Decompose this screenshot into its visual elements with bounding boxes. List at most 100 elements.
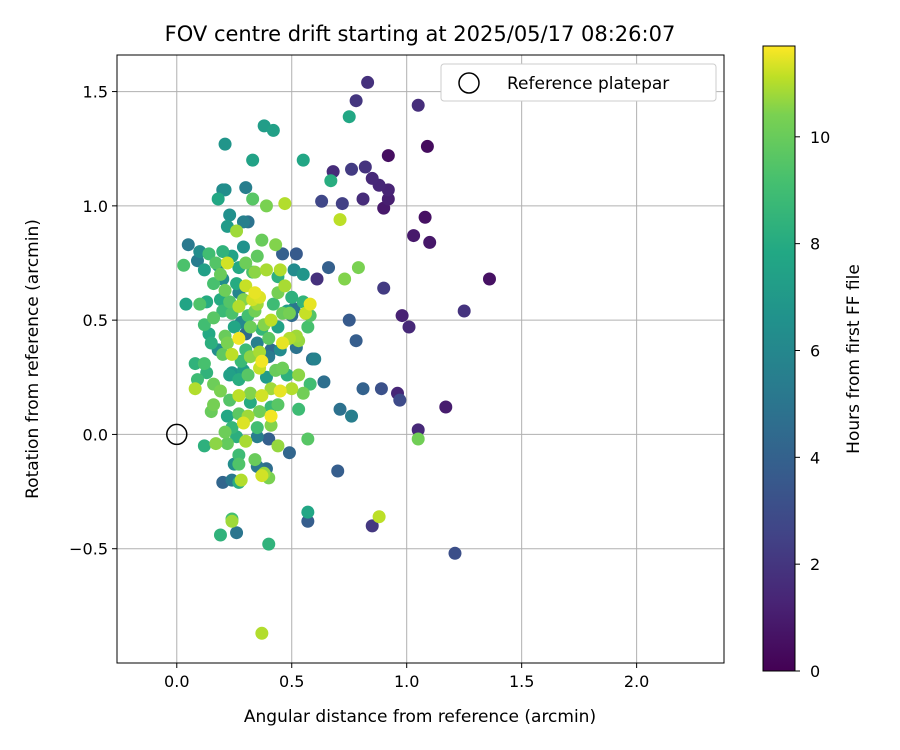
scatter-point xyxy=(262,331,276,345)
scatter-point xyxy=(188,357,202,371)
scatter-point xyxy=(197,439,211,453)
scatter-point xyxy=(255,389,269,403)
scatter-point xyxy=(308,352,322,366)
scatter-point xyxy=(209,256,223,270)
y-tick-label: 1.5 xyxy=(83,83,108,102)
x-tick-label: 1.5 xyxy=(509,672,534,691)
colorbar-tick-label: 10 xyxy=(810,128,830,147)
colorbar-frame xyxy=(762,45,796,672)
scatter-point xyxy=(220,437,234,451)
scatter-point xyxy=(250,249,264,263)
scatter-point xyxy=(197,318,211,332)
chart-title: FOV centre drift starting at 2025/05/17 … xyxy=(165,22,676,46)
scatter-point xyxy=(317,375,331,389)
scatter-point xyxy=(253,405,267,419)
scatter-point xyxy=(315,194,329,208)
scatter-point xyxy=(246,153,260,167)
scatter-point xyxy=(197,357,211,371)
scatter-point xyxy=(248,453,262,467)
scatter-point xyxy=(301,505,315,519)
scatter-point xyxy=(264,313,278,327)
scatter-point xyxy=(255,626,269,640)
x-axis-ticks: 0.0 0.5 1.0 1.5 2.0 xyxy=(164,663,649,691)
scatter-point xyxy=(395,309,409,323)
scatter-point xyxy=(243,386,257,400)
scatter-point xyxy=(285,382,299,396)
y-tick-label: −0.5 xyxy=(69,540,108,559)
colorbar-tick-label: 2 xyxy=(810,555,820,574)
scatter-point xyxy=(213,528,227,542)
scatter-point xyxy=(377,281,391,295)
y-axis-ticks: −0.5 0.0 0.5 1.0 1.5 xyxy=(69,83,117,559)
scatter-point xyxy=(356,382,370,396)
scatter-point xyxy=(259,370,273,384)
scatter-point xyxy=(179,297,193,311)
scatter-point xyxy=(402,320,416,334)
colorbar-tick-label: 0 xyxy=(810,662,820,681)
reference-platepar-marker xyxy=(166,423,188,446)
scatter-point xyxy=(248,286,262,300)
scatter-point xyxy=(193,297,207,311)
plot-area: 0.0 0.5 1.0 1.5 2.0 −0.5 0.0 0.5 1.0 1.5 Referen… xyxy=(69,54,725,691)
scatter-point xyxy=(262,432,276,446)
scatter-point xyxy=(269,238,283,252)
scatter-point xyxy=(213,267,227,281)
scatter-point xyxy=(349,94,363,108)
scatter-point xyxy=(220,336,234,350)
colorbar: 0 2 4 6 8 10 Hours from first FF file xyxy=(762,45,864,681)
scatter-point xyxy=(457,304,471,318)
scatter-point xyxy=(278,279,292,293)
scatter-point xyxy=(301,432,315,446)
scatter-point xyxy=(207,277,221,291)
scatter-point xyxy=(223,208,237,222)
scatter-point xyxy=(365,519,379,533)
x-tick-label: 1.0 xyxy=(394,672,419,691)
scatter-point xyxy=(276,336,290,350)
scatter-point xyxy=(296,267,310,281)
scatter-point xyxy=(289,247,303,261)
scatter-point xyxy=(236,416,250,430)
scatter-point xyxy=(230,526,244,540)
scatter-point xyxy=(333,213,347,227)
scatter-point xyxy=(218,283,232,297)
scatter-point xyxy=(296,153,310,167)
scatter-point xyxy=(202,247,216,261)
scatter-point xyxy=(276,247,290,261)
colorbar-tick-label: 6 xyxy=(810,341,820,360)
scatter-point xyxy=(381,192,395,206)
scatter-point xyxy=(204,336,218,350)
legend-marker xyxy=(458,72,480,94)
plot-frame xyxy=(116,54,725,664)
scatter-point xyxy=(324,174,338,188)
scatter-point xyxy=(273,263,287,277)
scatter-point xyxy=(342,313,356,327)
scatter-point xyxy=(216,347,230,361)
scatter-point xyxy=(335,197,349,211)
scatter-point xyxy=(345,409,359,423)
scatter-point xyxy=(338,272,352,286)
scatter-point xyxy=(351,261,365,275)
scatter-point xyxy=(218,137,232,151)
scatter-point xyxy=(220,409,234,423)
scatter-point xyxy=(301,514,315,528)
x-tick-label: 0.5 xyxy=(279,672,304,691)
scatter-point xyxy=(411,98,425,112)
legend-box xyxy=(440,63,717,102)
scatter-point xyxy=(418,210,432,224)
scatter-point xyxy=(282,446,296,460)
scatter-point xyxy=(239,434,253,448)
scatter-point xyxy=(239,256,253,270)
scatter-point xyxy=(255,233,269,247)
colorbar-tick-label: 4 xyxy=(810,448,820,467)
scatter-point xyxy=(439,400,453,414)
scatter-point xyxy=(255,469,269,483)
scatter-point xyxy=(181,238,195,252)
legend: Reference platepar xyxy=(440,63,717,102)
scatter-point xyxy=(243,395,257,409)
colorbar-gradient xyxy=(763,46,795,671)
y-tick-label: 1.0 xyxy=(83,197,108,216)
scatter-point xyxy=(358,160,372,174)
scatter-point xyxy=(393,393,407,407)
scatter-point xyxy=(266,297,280,311)
